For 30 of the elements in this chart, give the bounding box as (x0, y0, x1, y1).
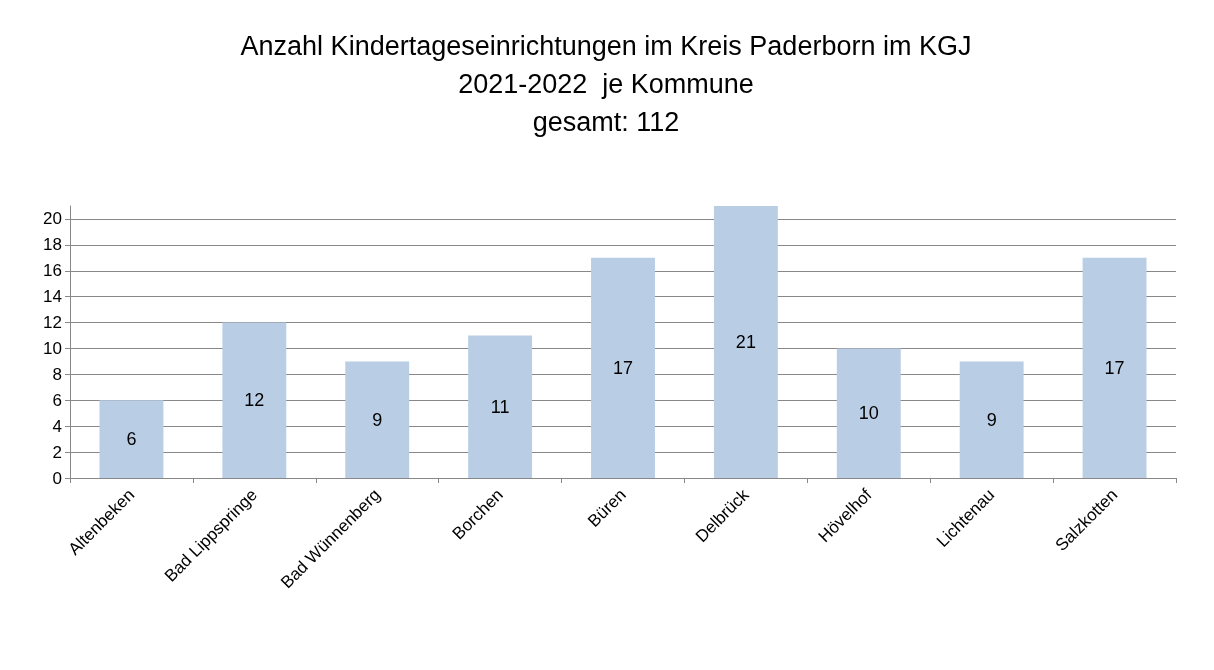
y-tick-label: 10 (43, 338, 62, 358)
bar (345, 361, 410, 478)
bar (591, 257, 655, 478)
bar (836, 348, 901, 478)
y-tick-label: 8 (52, 364, 62, 384)
data-label: 11 (490, 396, 510, 417)
bar (99, 400, 164, 478)
bar (713, 206, 778, 478)
data-label: 12 (244, 390, 265, 411)
data-label: 9 (372, 409, 383, 430)
y-tick-label: 4 (52, 416, 62, 436)
y-tick-label: 20 (43, 209, 62, 229)
data-label: 6 (126, 429, 137, 450)
chart-title: Anzahl Kindertageseinrichtungen im Kreis Paderborn im KGJ 2021-2022 je Kommune gesamt: 112 (240, 31, 972, 137)
data-label: 9 (986, 409, 997, 430)
bar (468, 335, 533, 478)
y-tick-label: 14 (43, 287, 62, 307)
data-label: 17 (612, 357, 634, 378)
data-label: 21 (735, 332, 756, 352)
y-tick-label: 0 (52, 468, 62, 488)
data-label: 17 (1104, 357, 1125, 378)
y-tick-label: 12 (43, 313, 62, 333)
bar (959, 361, 1024, 478)
y-tick-label: 16 (43, 261, 62, 281)
y-tick-label: 2 (52, 442, 62, 462)
y-tick-label: 18 (43, 235, 62, 255)
y-tick-label: 6 (52, 390, 62, 410)
bar (1082, 257, 1147, 478)
bar (222, 322, 287, 478)
data-label: 10 (858, 403, 879, 424)
